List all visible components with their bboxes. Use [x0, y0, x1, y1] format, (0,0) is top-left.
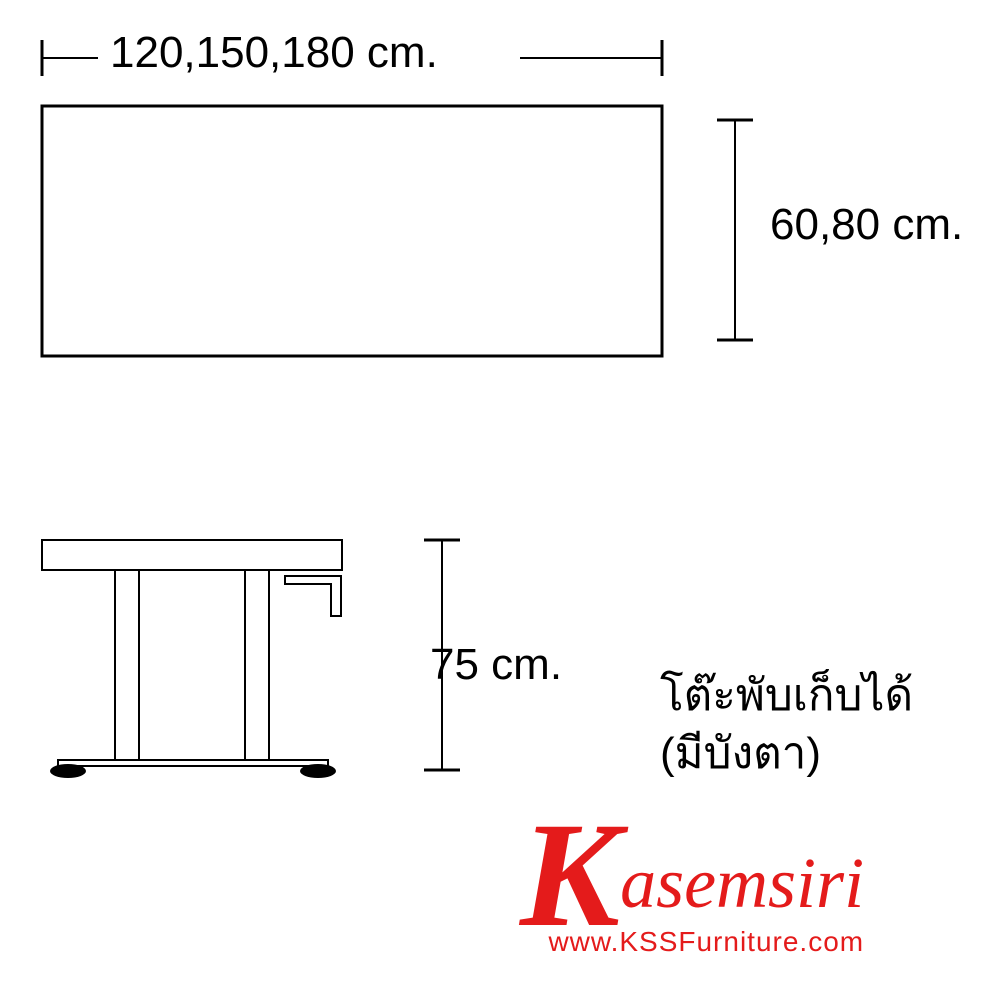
product-description-line2: (มีบังตา): [660, 718, 821, 788]
width-dimension-label: 120,150,180 cm.: [110, 28, 438, 78]
logo-letter-k: K: [520, 792, 620, 958]
logo-text-rest: asemsiri: [620, 843, 864, 923]
depth-dimension-label: 60,80 cm.: [770, 200, 963, 250]
diagram-container: { "dimensions": { "width_label": "120,15…: [0, 0, 1000, 1000]
height-dimension-label: 75 cm.: [430, 640, 562, 690]
brand-logo: Kasemsiri www.KSSFurniture.com: [520, 800, 864, 958]
